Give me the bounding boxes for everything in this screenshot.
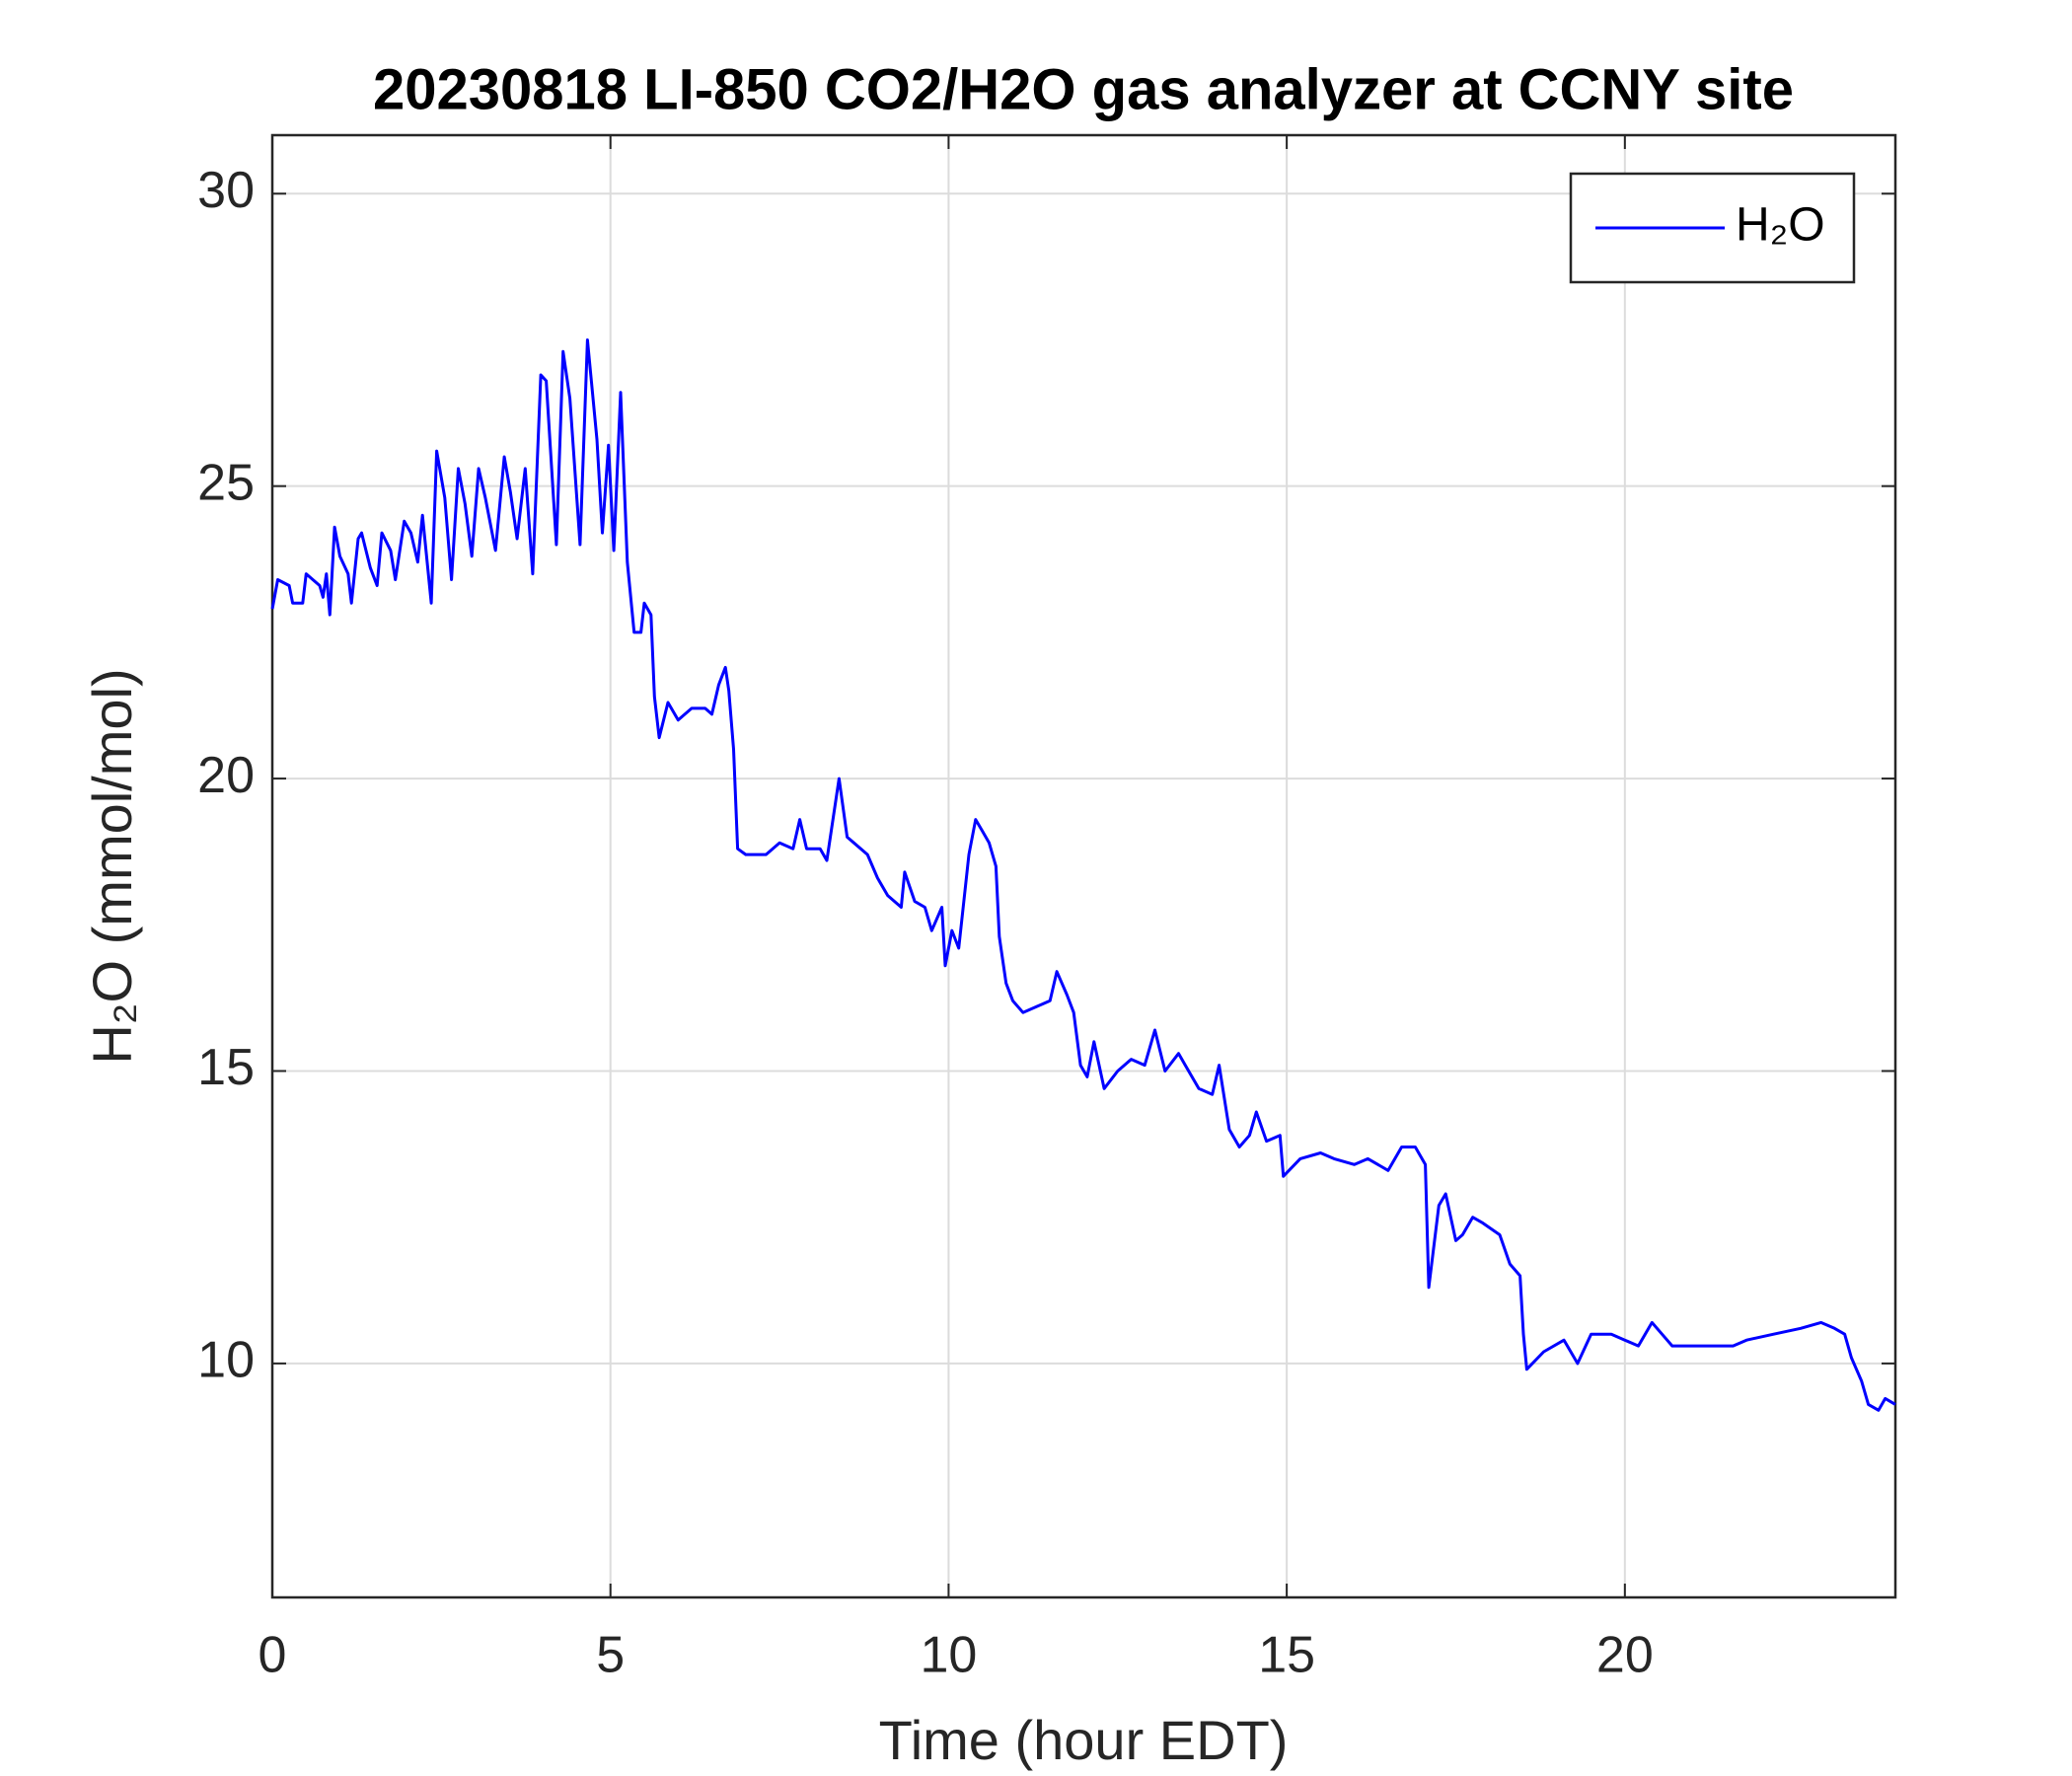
x-axis-label: Time (hour EDT) [879,1709,1289,1771]
y-tick-label: 15 [197,1039,255,1096]
plot-frame [270,133,1897,1599]
y-tick-label: 20 [197,747,255,804]
legend-label: H₂O [1736,199,1825,252]
y-tick-label: 10 [197,1332,255,1389]
y-tick-label: 30 [197,162,255,219]
x-tick-label: 5 [596,1627,625,1684]
x-tick-label: 10 [920,1627,977,1684]
x-tick-label: 15 [1258,1627,1315,1684]
data-line [270,338,1896,1412]
y-tick-label: 25 [197,454,255,511]
x-tick-label: 0 [259,1627,287,1684]
y-axis-label: H₂O (mmol/mol) [81,668,143,1064]
x-tick-label: 20 [1596,1627,1654,1684]
chart-title: 20230818 LI-850 CO2/H2O gas analyzer at … [373,57,1794,121]
